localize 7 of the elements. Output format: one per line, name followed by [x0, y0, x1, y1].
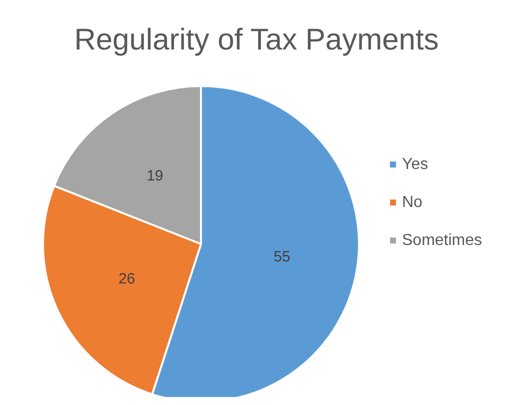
data-label: 19: [146, 168, 164, 185]
data-label: 55: [274, 248, 290, 266]
data-label: 26: [118, 270, 136, 288]
legend-label: No: [402, 194, 423, 211]
legend-label: Yes: [402, 156, 428, 173]
legend-label: Sometimes: [402, 232, 482, 249]
chart-title: Regularity of Tax Payments: [74, 24, 439, 56]
